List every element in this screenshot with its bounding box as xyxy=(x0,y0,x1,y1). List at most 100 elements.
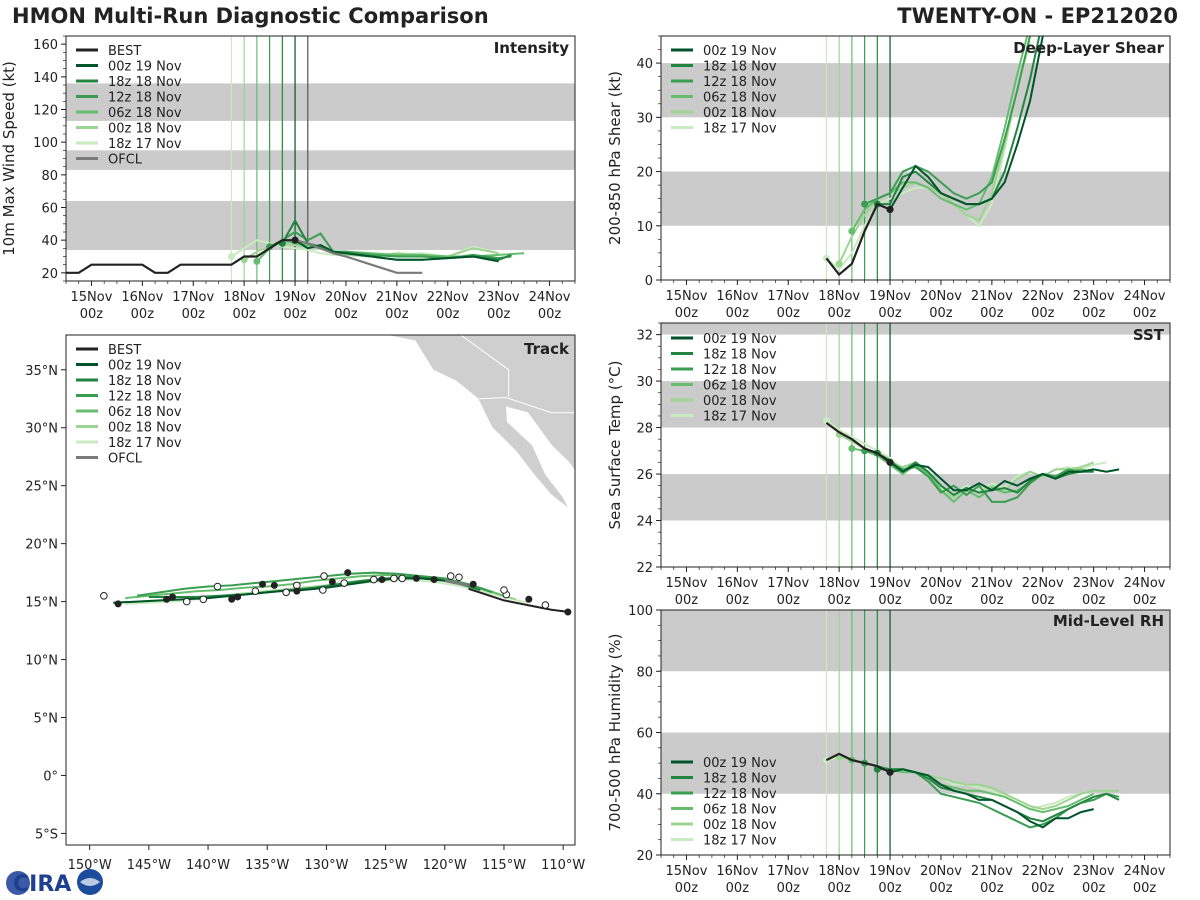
x-tick-day: 15Nov xyxy=(665,576,707,591)
legend-label: 06z 18 Nov xyxy=(703,91,777,106)
y-tick-label: 25°N xyxy=(25,480,58,495)
x-tick-hour: 00z xyxy=(334,307,358,322)
x-tick-hour: 00z xyxy=(1082,881,1106,896)
y-axis-label: 700-500 hPa Humidity (%) xyxy=(606,633,624,831)
x-tick-label: 140°W xyxy=(186,858,230,873)
x-tick-day: 20Nov xyxy=(920,864,962,879)
x-tick-hour: 00z xyxy=(283,307,307,322)
y-tick-label: 5°S xyxy=(35,827,58,842)
x-tick-day: 18Nov xyxy=(223,290,265,305)
plot-area xyxy=(822,417,1120,504)
x-tick-day: 16Nov xyxy=(716,576,758,591)
y-tick-label: 20 xyxy=(636,849,653,864)
legend-label: 18z 17 Nov xyxy=(703,122,777,137)
track-marker-open xyxy=(446,572,455,580)
panel-sst: 22 24 26 28 30 32 15Nov 00z 16Nov 00z 17Nov 00z 18No… xyxy=(606,322,1171,608)
x-tick-day: 24Nov xyxy=(1124,576,1166,591)
track-marker-filled xyxy=(114,600,122,608)
x-tick-hour: 00z xyxy=(1031,881,1055,896)
x-tick-day: 23Nov xyxy=(1073,864,1115,879)
panel-mid-level-rh: 20 40 60 80 100 15Nov 00z 16Nov 00z 17Nov 00z 18Nov… xyxy=(606,604,1171,896)
x-tick-day: 24Nov xyxy=(529,290,571,305)
legend-label: 12z 18 Nov xyxy=(703,363,777,378)
landmass xyxy=(385,335,575,510)
track-marker-open xyxy=(319,586,327,594)
x-tick-day: 17Nov xyxy=(767,289,809,304)
x-tick-hour: 00z xyxy=(827,306,851,321)
x-tick-day: 22Nov xyxy=(427,290,469,305)
track-marker-filled xyxy=(430,576,438,584)
x-tick-hour: 00z xyxy=(385,307,409,322)
legend-label: 18z 18 Nov xyxy=(703,60,777,75)
series-init-marker xyxy=(848,444,856,452)
legend-label: 12z 18 Nov xyxy=(108,390,182,405)
series-line xyxy=(864,449,1094,503)
y-tick-label: 15°N xyxy=(25,596,58,611)
y-tick-label: 20 xyxy=(636,166,653,181)
ofcl-track-line xyxy=(444,579,469,587)
y-axis-label: 10m Max Wind Speed (kt) xyxy=(0,61,18,256)
panel-intensity: 20 40 60 80 100 120 140 160 15Nov 00z 16Nov 00z 17No… xyxy=(0,35,576,322)
x-tick-hour: 00z xyxy=(878,881,902,896)
track-marker-open xyxy=(199,595,208,604)
y-tick-label: 40 xyxy=(636,57,653,72)
legend-label: 00z 18 Nov xyxy=(703,818,777,833)
x-tick-day: 21Nov xyxy=(971,289,1013,304)
figure-title: HMON Multi-Run Diagnostic Comparison xyxy=(12,4,489,28)
series-line xyxy=(889,461,1120,492)
best-line xyxy=(825,202,891,277)
track-marker-filled xyxy=(525,595,533,603)
best-track-line xyxy=(468,587,570,613)
y-tick-label: 120 xyxy=(33,104,58,119)
panel-deep-layer-shear: 0 10 20 30 40 15Nov 00z 16Nov 00z 17Nov 00z 18Nov 00… xyxy=(606,35,1171,321)
track-marker-filled xyxy=(163,595,171,603)
y-tick-label: 80 xyxy=(636,665,653,680)
legend-label: 00z 19 Nov xyxy=(108,359,182,374)
storm-id: TWENTY-ON - EP212020 xyxy=(897,4,1178,28)
x-tick-hour: 00z xyxy=(929,593,953,608)
best-marker xyxy=(886,206,894,214)
x-tick-day: 19Nov xyxy=(869,289,911,304)
y-tick-label: 24 xyxy=(636,515,653,530)
y-tick-label: 5°N xyxy=(34,712,59,727)
threshold-band xyxy=(66,83,575,121)
legend-label: OFCL xyxy=(108,153,143,168)
track-marker-filled xyxy=(378,576,386,584)
y-tick-label: 30°N xyxy=(25,422,58,437)
best-line xyxy=(66,239,296,274)
y-tick-label: 30 xyxy=(636,375,653,390)
series-line xyxy=(269,230,512,260)
best-line xyxy=(825,752,891,774)
x-tick-hour: 00z xyxy=(777,306,801,321)
x-tick-hour: 00z xyxy=(980,306,1004,321)
y-tick-label: 10 xyxy=(636,220,653,235)
legend-label: 18z 18 Nov xyxy=(108,374,182,389)
x-tick-hour: 00z xyxy=(878,306,902,321)
y-tick-label: 22 xyxy=(636,561,653,576)
best-line xyxy=(825,422,891,464)
y-tick-label: 160 xyxy=(33,38,58,53)
x-tick-day: 22Nov xyxy=(1022,289,1064,304)
x-tick-hour: 00z xyxy=(1133,881,1157,896)
track-marker-filled xyxy=(564,608,572,616)
logo-swirl-icon xyxy=(80,878,100,886)
x-tick-label: 110°W xyxy=(541,858,585,873)
panel-title: SST xyxy=(1133,326,1165,344)
legend-label: 00z 18 Nov xyxy=(703,106,777,121)
track-marker-filled xyxy=(469,580,477,588)
x-tick-day: 15Nov xyxy=(665,864,707,879)
track-marker-filled xyxy=(412,574,420,582)
legend-label: 18z 18 Nov xyxy=(108,75,182,90)
x-tick-hour: 00z xyxy=(878,593,902,608)
legend-label: 00z 18 Nov xyxy=(108,122,182,137)
best-marker xyxy=(886,768,894,776)
y-tick-label: 140 xyxy=(33,71,58,86)
legend-label: 12z 18 Nov xyxy=(108,91,182,106)
y-axis-label: Sea Surface Temp (°C) xyxy=(606,360,624,529)
x-tick-hour: 00z xyxy=(80,307,104,322)
y-tick-label: 30 xyxy=(636,111,653,126)
x-tick-label: 150°W xyxy=(68,858,112,873)
track-marker-open xyxy=(455,573,463,582)
x-tick-hour: 00z xyxy=(726,881,750,896)
